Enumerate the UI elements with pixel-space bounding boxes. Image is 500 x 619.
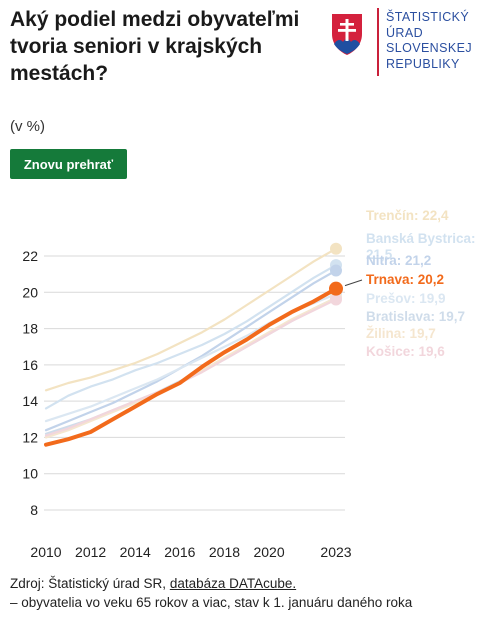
replay-button[interactable]: Znovu prehrať <box>10 149 127 179</box>
chart-unit-label: (v %) <box>10 118 45 135</box>
x-tick-label: 2023 <box>320 544 351 560</box>
series-end-label: Prešov: 19,9 <box>366 291 446 306</box>
series-end-label: Trenčín: 22,4 <box>366 208 449 223</box>
y-tick-label: 10 <box>22 466 38 482</box>
highlight-leader-line <box>344 279 363 287</box>
logo-line: SLOVENSKEJ <box>386 41 472 55</box>
line-chart: 8 10 12 14 16 18 20 22 2010 2012 2014 2016 2018 2020 2… <box>22 208 476 560</box>
y-tick-label: 16 <box>22 357 38 373</box>
x-tick-label: 2020 <box>253 544 284 560</box>
y-tick-label: 22 <box>22 248 38 264</box>
statistical-office-logo[interactable]: ŠTATISTICKÝ ÚRAD SLOVENSKEJ REPUBLIKY <box>330 8 490 78</box>
y-tick-label: 12 <box>22 429 38 445</box>
series-end-label: Bratislava: 19,7 <box>366 309 465 324</box>
source-prefix: Zdroj: Štatistický úrad SR, <box>10 576 170 591</box>
series-end-point <box>330 293 342 306</box>
x-tick-label: 2016 <box>164 544 195 560</box>
slovak-coat-of-arms-icon <box>332 14 362 55</box>
logo-text: ŠTATISTICKÝ ÚRAD SLOVENSKEJ REPUBLIKY <box>386 10 472 72</box>
series-end-label: Nitra: 21,2 <box>366 253 431 268</box>
series-line <box>44 286 338 447</box>
datacube-link[interactable]: databáza DATAcube. <box>169 576 297 591</box>
series-end-label: Trnava: 20,2 <box>366 272 444 287</box>
logo-divider <box>377 8 379 76</box>
logo-line: ŠTATISTICKÝ <box>386 10 470 24</box>
logo-line: ÚRAD <box>386 25 424 40</box>
series-end-point <box>330 264 342 277</box>
x-tick-label: 2012 <box>75 544 106 560</box>
series-end-label: Banská Bystrica: 21,5 <box>366 231 476 262</box>
series-line <box>44 298 338 437</box>
source-note: Zdroj: Štatistický úrad SR, databáza DAT… <box>10 574 296 593</box>
x-tick-label: 2014 <box>120 544 151 560</box>
footnote: – obyvatelia vo veku 65 rokov a viac, st… <box>10 595 413 610</box>
x-tick-label: 2018 <box>209 544 240 560</box>
series-end-point <box>329 281 343 296</box>
series-end-point <box>330 242 342 255</box>
page-title: Aký podiel medzi obyvateľmi tvoria senio… <box>10 8 300 85</box>
series-line <box>44 296 338 439</box>
y-tick-label: 14 <box>22 393 38 409</box>
y-tick-label: 18 <box>22 321 38 337</box>
series-line <box>44 247 338 392</box>
series-line <box>44 263 338 410</box>
y-tick-label: 8 <box>30 502 38 518</box>
y-tick-label: 20 <box>22 284 38 300</box>
logo-line: REPUBLIKY <box>386 56 460 71</box>
x-tick-label: 2010 <box>30 544 61 560</box>
series-end-label: Košice: 19,6 <box>366 344 445 359</box>
series-end-label: Žilina: 19,7 <box>366 326 436 341</box>
